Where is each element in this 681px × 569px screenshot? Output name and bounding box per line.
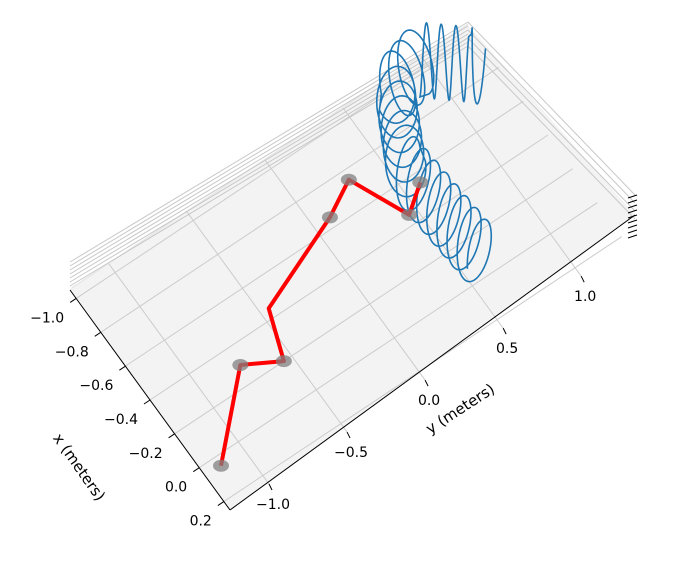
grid-line-x-1 <box>100 66 500 333</box>
grid-line-y-0 <box>108 263 270 485</box>
spring-coil <box>375 21 493 283</box>
x-tick-label-3: −0.4 <box>104 412 138 428</box>
x-axis-ticks: −1.0 −0.8 −0.6 −0.4 −0.2 0.0 0.2 <box>30 298 225 530</box>
grid-line-x-0 <box>75 33 475 299</box>
grid-line-x-2 <box>125 100 524 367</box>
x-tick-2 <box>119 365 126 371</box>
arm-joint-2 <box>275 355 292 368</box>
x-tick-1 <box>94 331 102 337</box>
grid-line-x-4 <box>174 168 573 435</box>
arm-joint-1 <box>232 358 249 371</box>
y-tick-label-2: 0.0 <box>418 393 440 409</box>
x-tick-3 <box>143 399 151 405</box>
arm-joint-3 <box>321 211 338 224</box>
y-tick-4 <box>580 275 585 283</box>
back-pane <box>70 25 635 510</box>
y-tick-2 <box>424 379 429 387</box>
x-tick-label-5: 0.0 <box>165 480 187 496</box>
arm-joint-4 <box>340 173 357 186</box>
x-tick-label-1: −0.8 <box>55 344 89 360</box>
arm-joint-0 <box>212 459 229 472</box>
y-tick-label-1: −0.5 <box>334 445 368 461</box>
x-tick-label-2: −0.6 <box>79 378 113 394</box>
y-tick-3 <box>502 327 507 335</box>
x-tick-0 <box>69 298 77 303</box>
x-axis-title: x (meters) <box>49 430 109 504</box>
grid-line-x-5 <box>198 202 598 469</box>
x-tick-label-6: 0.2 <box>190 514 212 530</box>
x-tick-5 <box>192 467 200 473</box>
grid-line-x-3 <box>149 134 549 401</box>
y-tick-1 <box>346 431 351 439</box>
back-wall-gridlines <box>69 21 636 287</box>
y-tick-label-3: 0.5 <box>496 341 518 357</box>
grid-line-y-2 <box>264 159 426 381</box>
x-tick-6 <box>217 501 225 506</box>
grid-line-y-3 <box>342 107 504 329</box>
x-tick-4 <box>168 433 175 439</box>
grid-lines <box>75 33 623 502</box>
grid-line-y-1 <box>186 211 348 433</box>
robot-arm <box>212 173 429 472</box>
x-tick-label-4: −0.2 <box>129 446 163 462</box>
arm-joint-5 <box>401 208 418 221</box>
y-axis-ticks: −1.0 −0.5 0.0 0.5 1.0 <box>256 275 596 513</box>
y-tick-label-0: −1.0 <box>256 497 290 513</box>
spring-line <box>375 21 493 283</box>
arm-joint-6 <box>412 176 429 189</box>
y-tick-label-4: 1.0 <box>574 289 596 305</box>
y-tick-0 <box>268 483 273 491</box>
y-axis-line <box>229 214 636 511</box>
z-axis-ticks <box>627 194 638 239</box>
x-tick-label-0: −1.0 <box>30 310 64 326</box>
